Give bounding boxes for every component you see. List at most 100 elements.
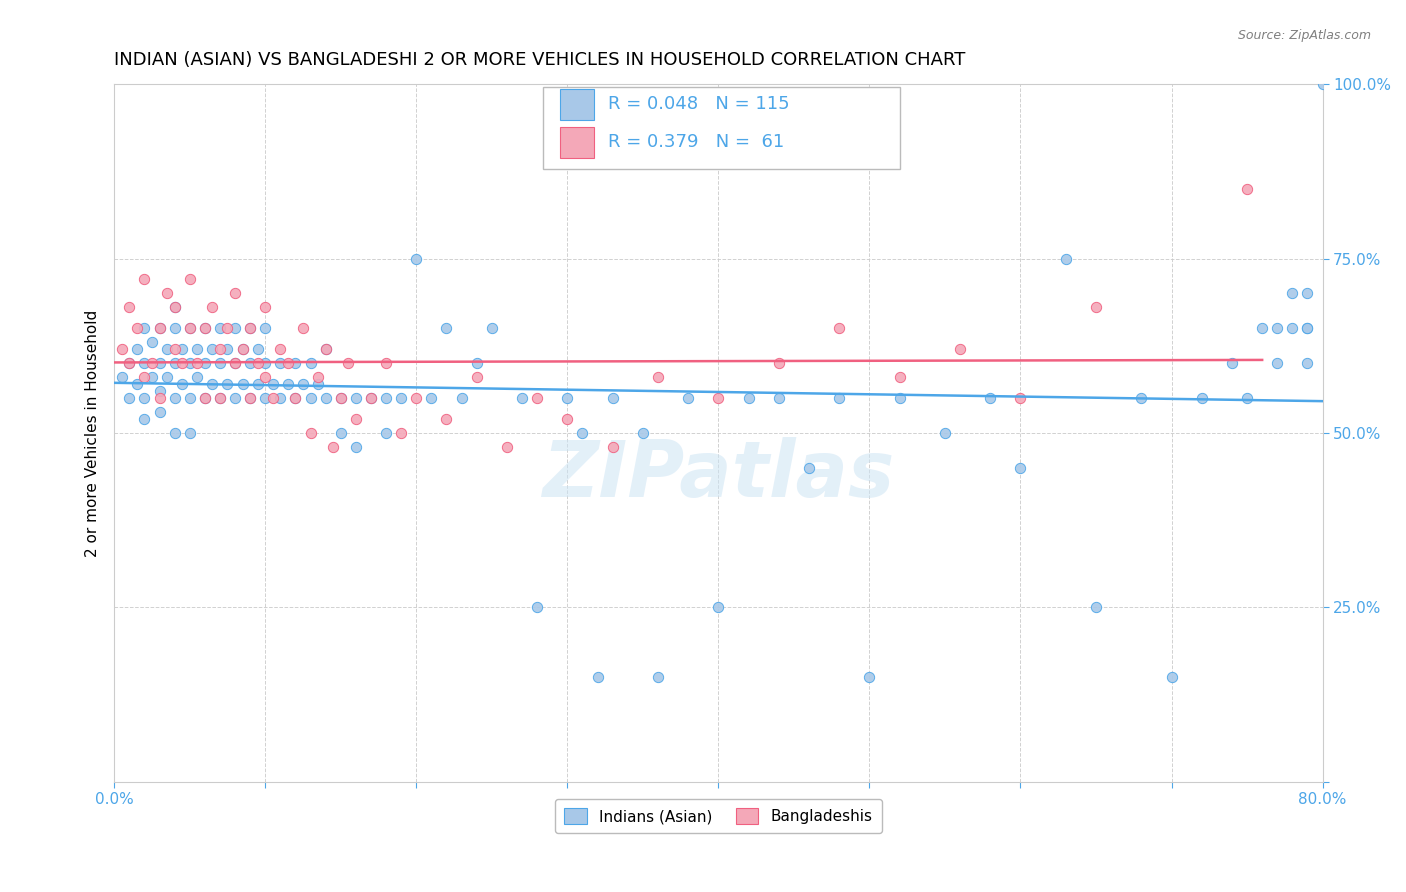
Point	[510, 391, 533, 405]
Point	[246, 342, 269, 356]
Point	[1265, 356, 1288, 370]
Point	[375, 425, 398, 440]
Point	[208, 391, 231, 405]
Point	[496, 440, 519, 454]
Point	[163, 356, 186, 370]
Point	[889, 391, 911, 405]
Y-axis label: 2 or more Vehicles in Household: 2 or more Vehicles in Household	[86, 310, 100, 557]
Point	[934, 425, 956, 440]
Point	[194, 321, 217, 335]
Point	[389, 425, 412, 440]
Point	[262, 391, 284, 405]
Point	[172, 377, 194, 392]
Point	[118, 356, 141, 370]
Point	[344, 391, 367, 405]
Point	[254, 391, 277, 405]
Point	[134, 272, 156, 286]
Point	[768, 356, 790, 370]
Point	[1085, 600, 1108, 615]
Legend: Indians (Asian), Bangladeshis: Indians (Asian), Bangladeshis	[555, 799, 882, 833]
Text: R = 0.379   N =  61: R = 0.379 N = 61	[609, 134, 785, 152]
Point	[1312, 77, 1334, 91]
Point	[631, 425, 654, 440]
Point	[194, 356, 217, 370]
Point	[284, 356, 307, 370]
Point	[134, 412, 156, 426]
Point	[436, 412, 458, 426]
Point	[148, 384, 170, 398]
Point	[186, 356, 208, 370]
Point	[179, 321, 201, 335]
Point	[1296, 321, 1319, 335]
Point	[118, 391, 141, 405]
Point	[179, 272, 201, 286]
Point	[179, 356, 201, 370]
Point	[172, 356, 194, 370]
Point	[1130, 391, 1153, 405]
Point	[322, 440, 344, 454]
Point	[246, 356, 269, 370]
Point	[405, 391, 427, 405]
Point	[526, 391, 548, 405]
Point	[1296, 286, 1319, 301]
Point	[284, 391, 307, 405]
Point	[1296, 321, 1319, 335]
Point	[299, 356, 322, 370]
Point	[315, 342, 337, 356]
Point	[557, 412, 579, 426]
Bar	[543, 87, 900, 169]
Point	[194, 321, 217, 335]
Point	[194, 391, 217, 405]
Point	[134, 356, 156, 370]
Point	[405, 252, 427, 266]
Point	[224, 286, 246, 301]
Point	[360, 391, 382, 405]
Point	[329, 425, 352, 440]
Text: Source: ZipAtlas.com: Source: ZipAtlas.com	[1237, 29, 1371, 42]
Point	[201, 377, 224, 392]
Point	[148, 391, 170, 405]
Point	[292, 377, 315, 392]
Point	[797, 460, 820, 475]
Point	[208, 321, 231, 335]
Point	[292, 321, 315, 335]
Point	[156, 370, 179, 384]
Point	[224, 356, 246, 370]
Point	[1010, 391, 1032, 405]
Point	[217, 342, 239, 356]
Point	[1054, 252, 1077, 266]
Point	[163, 342, 186, 356]
Point	[194, 391, 217, 405]
Point	[118, 356, 141, 370]
Point	[254, 356, 277, 370]
Point	[217, 377, 239, 392]
Point	[315, 342, 337, 356]
Point	[148, 405, 170, 419]
Point	[254, 370, 277, 384]
Point	[239, 391, 262, 405]
Point	[208, 342, 231, 356]
Point	[1296, 356, 1319, 370]
Point	[111, 342, 134, 356]
Point	[208, 391, 231, 405]
Point	[329, 391, 352, 405]
Point	[1251, 321, 1274, 335]
Point	[465, 356, 488, 370]
Point	[1160, 670, 1182, 684]
Point	[224, 391, 246, 405]
Point	[465, 370, 488, 384]
Point	[299, 391, 322, 405]
Point	[647, 370, 669, 384]
Point	[889, 370, 911, 384]
Bar	[560, 127, 593, 158]
Point	[179, 391, 201, 405]
Point	[239, 391, 262, 405]
Text: INDIAN (ASIAN) VS BANGLADESHI 2 OR MORE VEHICLES IN HOUSEHOLD CORRELATION CHART: INDIAN (ASIAN) VS BANGLADESHI 2 OR MORE …	[114, 51, 966, 69]
Point	[224, 321, 246, 335]
Text: ZIPatlas: ZIPatlas	[543, 437, 894, 513]
Point	[254, 321, 277, 335]
Point	[481, 321, 503, 335]
Point	[337, 356, 360, 370]
Point	[389, 391, 412, 405]
Point	[163, 391, 186, 405]
